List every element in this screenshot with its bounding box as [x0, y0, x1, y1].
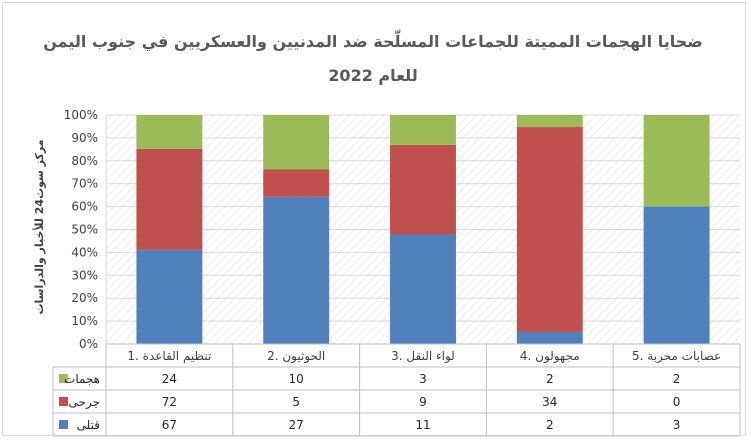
data-label: 5: [292, 395, 300, 409]
data-label: 72: [162, 395, 177, 409]
bar-segment: [263, 169, 330, 197]
bar-segment: [390, 115, 456, 145]
bars: [136, 115, 710, 344]
y-tick-label: 70%: [71, 177, 98, 191]
series-name: هجمات: [64, 372, 100, 386]
bar-segment: [643, 115, 710, 207]
y-tick-label: 50%: [71, 223, 98, 237]
bar-segment: [390, 234, 456, 344]
y-tick-label: 100%: [64, 108, 98, 122]
data-label: 3: [673, 418, 681, 432]
data-label: 67: [162, 418, 177, 432]
y-tick-label: 0%: [79, 337, 98, 351]
data-label: 0: [673, 395, 681, 409]
bar-segment: [136, 115, 203, 149]
bar-segment: [390, 144, 456, 235]
y-tick-label: 90%: [71, 131, 98, 145]
x-category-label: 5. عصابات مخربة: [632, 349, 721, 364]
x-category-label: 3. لواء النقل: [391, 349, 455, 364]
x-category-label: 4. مجهولون: [520, 349, 580, 364]
y-tick-label: 80%: [71, 154, 98, 168]
legend-key: [59, 397, 68, 406]
series-name: جرحى: [69, 395, 100, 410]
y-tick-label: 20%: [71, 291, 98, 305]
legend-key: [59, 420, 68, 429]
data-label: 24: [162, 372, 177, 386]
y-tick-label: 10%: [71, 314, 98, 328]
data-label: 2: [546, 418, 554, 432]
bar-segment: [516, 127, 583, 332]
data-label: 11: [415, 418, 430, 432]
y-tick-label: 30%: [71, 268, 98, 282]
stacked-bar-chart: ضحايا الهجمات المميتة للجماعات المسلّحة …: [32, 28, 741, 437]
x-category-label: 2. الحوثيون: [267, 349, 325, 364]
y-tick-label: 60%: [71, 200, 98, 214]
data-table: 1. تنظيم القاعدة 2. الحوثيون 3. لواء النقل…: [52, 343, 741, 437]
bar-segment: [136, 249, 203, 344]
data-label: 2: [546, 372, 554, 386]
x-category-label: 1. تنظيم القاعدة: [127, 349, 211, 363]
data-label: 9: [419, 395, 427, 409]
series-name: قتلى: [77, 418, 100, 432]
data-label: 3: [419, 372, 427, 386]
y-axis-label: مركز سوث24 للأخبار والدراسات: [32, 139, 46, 314]
bar-segment: [643, 206, 710, 344]
chart-title-line-1: ضحايا الهجمات المميتة للجماعات المسلّحة …: [43, 28, 702, 52]
legend-key: [59, 374, 68, 383]
bar-segment: [136, 148, 203, 250]
bar-segment: [516, 115, 583, 128]
y-axis: 0% 10% 20% 30% 40% 50% 60% 70% 80% 90% 100%: [64, 108, 98, 351]
data-label: 2: [673, 372, 681, 386]
bar-segment: [263, 196, 330, 344]
chart-title-line-2: للعام 2022: [328, 66, 417, 85]
y-tick-label: 40%: [71, 245, 98, 259]
bar-segment: [516, 331, 583, 344]
bar-segment: [263, 115, 330, 170]
data-label: 34: [542, 395, 557, 409]
data-label: 27: [289, 418, 304, 432]
data-label: 10: [289, 372, 304, 386]
